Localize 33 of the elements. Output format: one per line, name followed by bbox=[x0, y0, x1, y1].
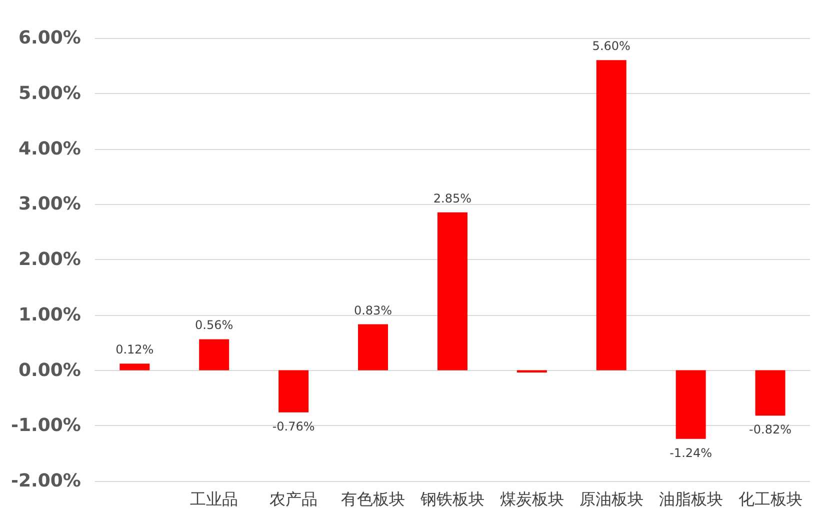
bar bbox=[199, 339, 230, 370]
data-label: 0.83% bbox=[354, 303, 392, 318]
y-tick-label: 4.00% bbox=[18, 138, 81, 160]
y-tick-label: -2.00% bbox=[10, 470, 81, 492]
bar bbox=[437, 212, 468, 370]
bar bbox=[278, 370, 309, 412]
data-label: 2.85% bbox=[433, 191, 472, 206]
data-label: 0.12% bbox=[116, 342, 154, 357]
y-tick-label: 2.00% bbox=[18, 249, 81, 270]
data-label: 5.60% bbox=[592, 39, 630, 54]
y-tick-label: 3.00% bbox=[18, 194, 81, 215]
x-tick-label: 化工板块 bbox=[738, 490, 802, 508]
data-label: -0.82% bbox=[749, 422, 792, 437]
bar bbox=[755, 370, 786, 416]
x-tick-label: 钢铁板块 bbox=[419, 490, 484, 508]
x-tick-label: 农产品 bbox=[270, 490, 318, 508]
y-tick-label: 0.00% bbox=[18, 360, 81, 381]
data-label: 0.56% bbox=[195, 318, 234, 332]
x-tick-label: 有色板块 bbox=[341, 490, 406, 508]
y-tick-label: -1.00% bbox=[10, 415, 81, 436]
y-tick-label: 5.00% bbox=[18, 82, 81, 104]
data-label: -0.76% bbox=[272, 419, 315, 434]
x-tick-label: 原油板块 bbox=[579, 490, 644, 508]
x-tick-label: 工业品 bbox=[190, 490, 238, 508]
data-label: -1.24% bbox=[670, 446, 712, 460]
y-tick-label: 1.00% bbox=[18, 304, 81, 326]
bar bbox=[120, 364, 150, 370]
x-tick-label: 煤炭板块 bbox=[500, 490, 564, 508]
x-tick-label: 油脂板块 bbox=[658, 490, 723, 508]
bar bbox=[676, 370, 706, 439]
bar bbox=[358, 324, 388, 370]
y-tick-label: 6.00% bbox=[18, 28, 81, 48]
bar bbox=[596, 60, 626, 370]
